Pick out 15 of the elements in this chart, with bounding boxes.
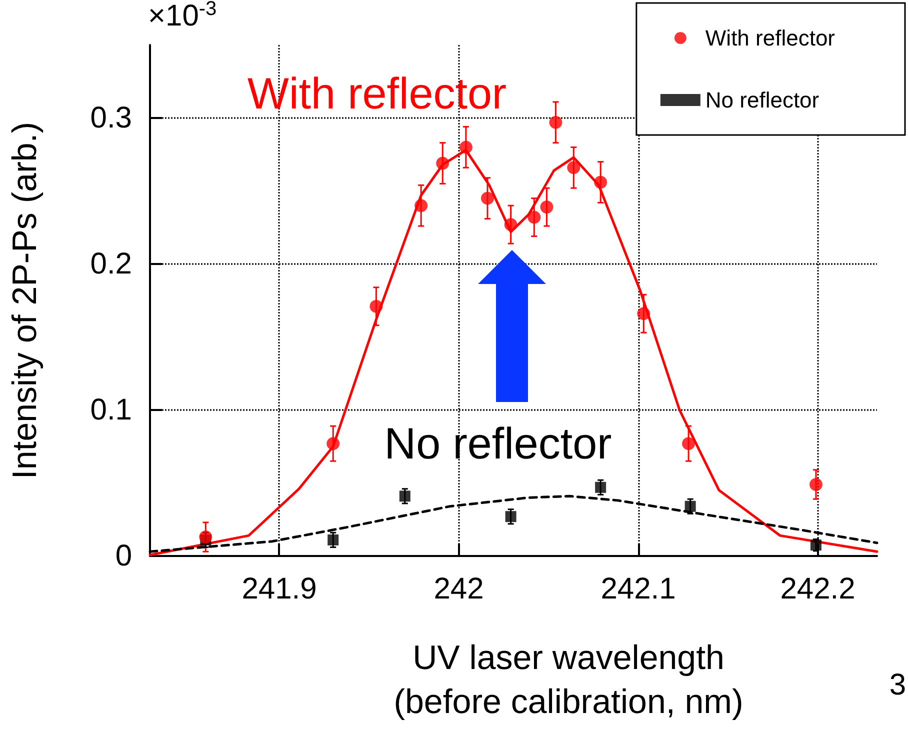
legend-label: With reflector bbox=[705, 26, 836, 50]
legend-label: No reflector bbox=[705, 88, 820, 112]
y-tick-label: 0.2 bbox=[90, 248, 132, 280]
annotation: With reflector bbox=[247, 70, 507, 118]
y-tick-label: 0 bbox=[115, 540, 132, 572]
text: 3 bbox=[889, 668, 906, 702]
x-axis-title: UV laser wavelength (before calibration, nm) bbox=[394, 639, 744, 721]
y-axis-title: Intensity of 2P-Ps (arb.) bbox=[6, 122, 44, 480]
x-tick-label: 241.9 bbox=[242, 572, 317, 606]
annotation: No reflector bbox=[384, 420, 612, 468]
y-tick-label: 0.1 bbox=[90, 394, 132, 426]
x-tick-label: 242 bbox=[434, 572, 484, 606]
y-tick-label: 0.3 bbox=[90, 102, 132, 134]
x-tick-label: 242.1 bbox=[600, 572, 676, 606]
x-tick-label: 242.2 bbox=[780, 572, 856, 606]
